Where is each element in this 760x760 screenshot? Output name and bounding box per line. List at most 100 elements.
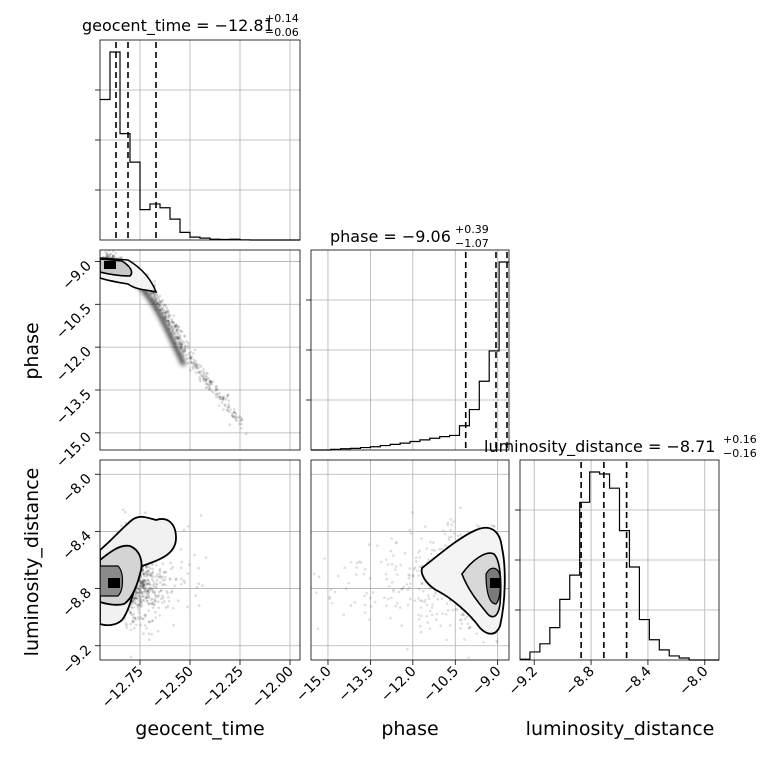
xtick-label: −13.5 — [336, 664, 378, 706]
scatter-point — [149, 574, 153, 578]
scatter-point — [155, 299, 158, 303]
scatter-point — [146, 578, 150, 582]
scatter-point — [151, 619, 155, 622]
scatter-point — [189, 350, 192, 354]
scatter-point — [185, 353, 188, 357]
scatter-point — [152, 580, 155, 583]
scatter-point — [148, 620, 151, 624]
scatter-point — [496, 641, 499, 644]
scatter-point — [148, 572, 151, 575]
scatter-point — [202, 377, 206, 381]
scatter-point — [218, 397, 222, 401]
scatter-point — [145, 591, 149, 594]
scatter-point — [337, 574, 340, 578]
scatter-point — [153, 283, 157, 287]
scatter-point — [193, 348, 197, 352]
scatter-point — [145, 596, 149, 599]
scatter-point — [174, 335, 178, 339]
scatter-point — [149, 583, 152, 587]
scatter-point — [152, 603, 155, 606]
scatter-point — [342, 613, 346, 617]
scatter-point — [146, 589, 150, 592]
scatter-point — [227, 399, 231, 402]
scatter-point — [407, 573, 410, 577]
scatter-point — [189, 357, 193, 361]
scatter-point — [130, 606, 134, 610]
scatter-point — [136, 606, 140, 609]
scatter-point — [204, 378, 208, 381]
scatter-point — [160, 307, 164, 311]
scatter-point — [186, 524, 190, 528]
scatter-point — [153, 292, 156, 296]
scatter-point — [137, 587, 141, 591]
scatter-point — [145, 575, 148, 579]
scatter-point — [139, 623, 142, 627]
scatter-point — [141, 569, 145, 572]
scatter-point — [142, 583, 145, 587]
scatter-point — [139, 581, 143, 584]
yticks-hist-luminosity-distance — [515, 509, 520, 611]
scatter-point — [141, 595, 145, 599]
scatter-point — [463, 638, 466, 641]
scatter-point — [158, 574, 161, 578]
scatter-point — [239, 422, 243, 426]
scatter-point — [144, 613, 148, 617]
scatter-point — [411, 510, 414, 514]
scatter-point — [145, 582, 149, 586]
scatter-point — [156, 302, 159, 305]
scatter-point — [195, 586, 199, 589]
scatter-point — [141, 582, 145, 586]
scatter-point — [431, 548, 434, 552]
scatter-point — [138, 591, 142, 594]
scatter-point — [159, 300, 163, 304]
scatter-point — [205, 377, 209, 381]
scatter-point — [141, 572, 145, 575]
scatter-point — [183, 344, 187, 347]
scatter-point — [151, 584, 155, 587]
scatter-point — [168, 577, 172, 580]
scatter-point — [131, 599, 135, 603]
scatter-point — [176, 332, 180, 336]
scatter-point — [226, 393, 230, 397]
scatter-point — [216, 387, 219, 391]
scatter-point — [155, 586, 158, 589]
scatter-point — [312, 572, 316, 576]
scatter-point — [399, 563, 402, 567]
scatter-point — [230, 414, 234, 418]
scatter-point — [460, 618, 463, 621]
scatter-point — [231, 414, 234, 417]
scatter-point — [178, 335, 182, 339]
scatter-point — [180, 343, 183, 347]
scatter-point — [137, 604, 141, 608]
scatter-point — [139, 598, 142, 601]
scatter-point — [155, 582, 159, 585]
scatter-point — [376, 544, 379, 548]
scatter-point — [477, 525, 481, 529]
scatter-point — [177, 599, 180, 602]
scatter-point — [398, 606, 402, 609]
scatter-point — [142, 589, 146, 593]
scatter-point — [182, 579, 186, 583]
scatter-point — [454, 607, 457, 611]
scatter-point — [184, 349, 187, 353]
ytick-label: −13.5 — [53, 387, 95, 429]
scatter-point — [159, 597, 163, 601]
scatter-point — [420, 582, 423, 586]
scatter-point — [143, 613, 146, 617]
scatter-point — [154, 610, 157, 614]
scatter-point — [166, 308, 170, 312]
scatter-point — [406, 588, 410, 592]
scatter-point — [223, 403, 227, 407]
scatter-point — [417, 617, 421, 621]
scatter-point — [171, 324, 174, 328]
scatter-point — [459, 506, 462, 510]
scatter-point — [392, 554, 395, 557]
scatter-point — [191, 365, 194, 369]
scatter-point — [145, 595, 149, 599]
scatter-point — [119, 256, 122, 259]
ytick-label: −9.2 — [59, 642, 94, 677]
scatter-point — [142, 577, 145, 581]
scatter-point — [492, 525, 496, 529]
scatter-point — [182, 349, 185, 352]
scatter-point — [176, 326, 180, 329]
